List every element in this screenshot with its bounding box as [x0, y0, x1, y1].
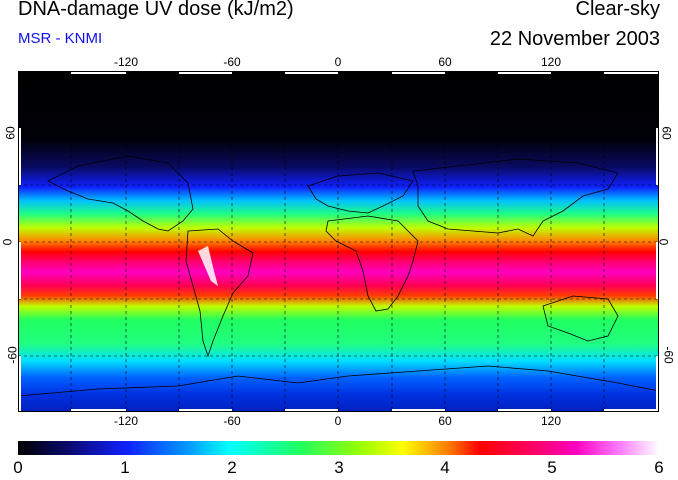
lat-tick-left: 60: [3, 126, 18, 140]
date-label: 22 November 2003: [489, 28, 660, 50]
colorbar-tick: 5: [547, 458, 557, 477]
colorbar: [18, 441, 659, 455]
lon-tick-top: 60: [438, 55, 452, 69]
sky-condition-label: Clear-sky: [575, 0, 660, 20]
lon-tick-bottom: -120: [113, 414, 139, 428]
colorbar-tick: 1: [120, 458, 130, 477]
lon-tick-bottom: -60: [223, 414, 241, 428]
lat-tick-left: 0: [0, 238, 15, 246]
lon-tick-bottom: 0: [334, 414, 342, 428]
colorbar-tick: 6: [654, 458, 664, 477]
lon-tick-top: 0: [334, 55, 342, 69]
lat-tick-right: -60: [661, 346, 676, 364]
uv-dose-map: [17, 71, 660, 412]
colorbar-tick: 3: [334, 458, 344, 477]
uv-dose-map-graphic: [17, 71, 660, 412]
map-title: DNA-damage UV dose (kJ/m2): [18, 0, 294, 20]
lon-tick-top: -60: [223, 55, 241, 69]
lon-tick-top: 120: [540, 55, 562, 69]
source-label: MSR - KNMI: [18, 30, 103, 47]
colorbar-tick: 0: [13, 458, 23, 477]
lon-tick-bottom: 60: [438, 414, 452, 428]
lat-tick-right: 60: [659, 126, 674, 140]
colorbar-tick: 4: [440, 458, 450, 477]
lon-tick-bottom: 120: [540, 414, 562, 428]
colorbar-tick: 2: [227, 458, 237, 477]
lon-tick-top: -120: [113, 55, 139, 69]
